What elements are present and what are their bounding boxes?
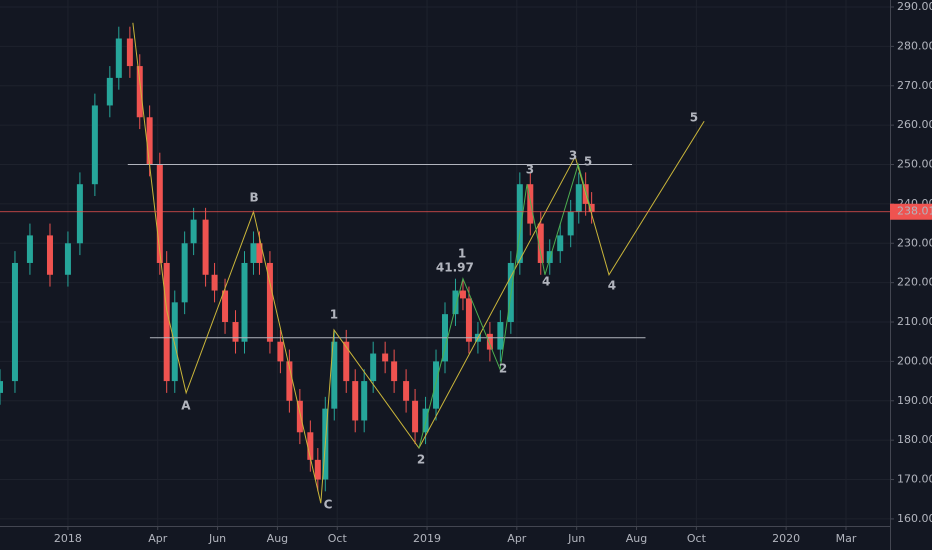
y-tick-label: 290.00 — [897, 0, 932, 13]
candle-body — [361, 381, 368, 421]
candle-body — [115, 38, 122, 78]
drawing-line — [132, 22, 705, 504]
candle-body — [403, 381, 410, 401]
candle-body — [588, 203, 595, 212]
y-tick-label: 160.00 — [897, 512, 932, 525]
wave-label: 41.97 — [436, 261, 474, 275]
candle-body — [575, 184, 582, 212]
candle-body — [497, 322, 504, 350]
candle-body — [106, 77, 113, 106]
x-tick-label: Jun — [208, 532, 226, 545]
candle-body — [136, 66, 143, 118]
candle-body — [516, 184, 523, 263]
wave-label: 2 — [417, 453, 425, 467]
wave-label: 1 — [458, 246, 466, 260]
y-tick-label: 190.00 — [897, 394, 932, 407]
candle-body — [286, 361, 293, 401]
candle-body — [156, 164, 163, 263]
candle-body — [352, 381, 359, 421]
candle-body — [202, 219, 209, 275]
candle-body — [277, 341, 284, 362]
wave-label: 3 — [569, 148, 577, 162]
wave-label: A — [181, 398, 191, 412]
y-tick-label: 220.00 — [897, 276, 932, 289]
x-tick-label: Mar — [836, 532, 857, 545]
candle-body — [76, 184, 83, 244]
x-tick-label: Oct — [328, 532, 348, 545]
candle-body — [465, 298, 472, 342]
wave-label: 5 — [690, 111, 698, 125]
candle-body — [527, 184, 534, 224]
wave-label: 1 — [330, 307, 338, 321]
candle-body — [11, 262, 18, 382]
wave-label: B — [249, 190, 258, 204]
candle-body — [452, 290, 459, 315]
candle-body — [190, 219, 197, 244]
wave-label: C — [324, 498, 333, 512]
candle-body — [296, 400, 303, 433]
candle-body — [46, 235, 53, 275]
candle-body — [250, 243, 257, 263]
candle-body — [537, 223, 544, 263]
y-tick-label: 270.00 — [897, 79, 932, 92]
wave-label: 2 — [499, 361, 507, 375]
candle-body — [171, 302, 178, 382]
candle-body — [343, 341, 350, 382]
candle-body — [307, 432, 314, 460]
x-tick-label: Apr — [507, 532, 527, 545]
candle-body — [232, 322, 239, 342]
candle-body — [163, 262, 170, 382]
candle-body — [266, 262, 273, 342]
candle-body — [222, 290, 229, 323]
candle-body — [370, 353, 377, 382]
wave-label: 3 — [526, 163, 534, 177]
x-tick-label: Aug — [626, 532, 647, 545]
y-tick-label: 170.00 — [897, 473, 932, 486]
candle-body — [422, 408, 429, 433]
candle-body — [91, 105, 98, 185]
x-tick-label: Oct — [687, 532, 707, 545]
candle-body — [146, 117, 153, 165]
x-tick-label: 2019 — [413, 532, 441, 545]
x-tick-label: 2018 — [54, 532, 82, 545]
y-tick-label: 180.00 — [897, 433, 932, 446]
candle-body — [557, 235, 564, 252]
x-tick-label: Jun — [567, 532, 585, 545]
candle-body — [211, 274, 218, 291]
candle-body — [314, 459, 321, 480]
last-price-box — [890, 203, 932, 220]
candle-body — [459, 290, 466, 299]
y-tick-label: 200.00 — [897, 354, 932, 367]
y-tick-label: 280.00 — [897, 39, 932, 52]
y-tick-label: 250.00 — [897, 158, 932, 171]
y-tick-label: 260.00 — [897, 118, 932, 131]
x-tick-label: 2020 — [772, 532, 800, 545]
wave-label: 5 — [584, 155, 592, 169]
wave-label: 4 — [542, 274, 550, 288]
last-price-label: 238.01 — [897, 205, 932, 218]
y-tick-label: 230.00 — [897, 236, 932, 249]
candle-body — [256, 243, 263, 263]
candle-body — [0, 381, 3, 393]
candle-body — [181, 243, 188, 303]
x-tick-label: Aug — [267, 532, 288, 545]
x-tick-label: Apr — [148, 532, 168, 545]
candle-body — [331, 341, 338, 409]
candle-body — [126, 38, 133, 67]
candle-body — [433, 361, 440, 409]
candle-body — [241, 262, 248, 342]
candle-body — [26, 235, 33, 263]
candle-body — [64, 243, 71, 275]
wave-label: 4 — [608, 278, 616, 292]
candle-body — [391, 361, 398, 382]
candle-body — [382, 353, 389, 362]
candle-body — [412, 400, 419, 433]
drawing-line — [418, 162, 593, 449]
candle-body — [567, 211, 574, 236]
candle-body — [546, 251, 553, 263]
candle-body — [486, 333, 493, 350]
y-tick-label: 210.00 — [897, 315, 932, 328]
